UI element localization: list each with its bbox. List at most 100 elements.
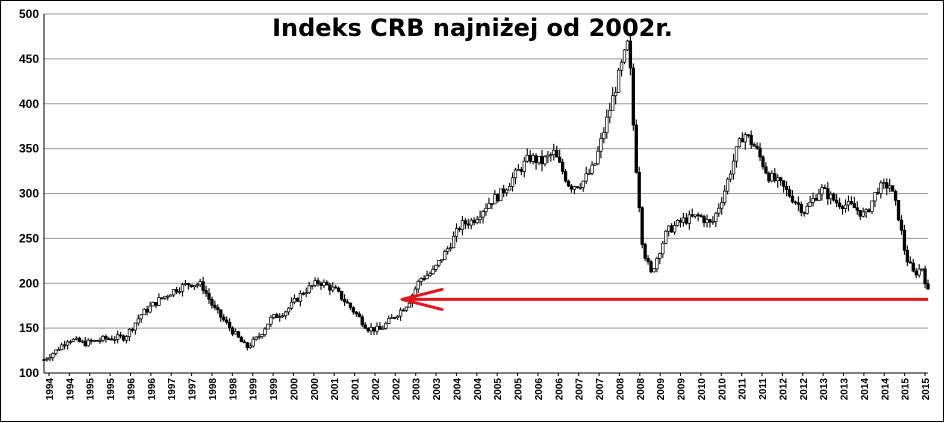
candle-body [490,203,494,205]
candle-body [761,156,765,168]
x-tick-label-22: 2005 [493,378,504,401]
x-tick-label-12: 2000 [289,378,300,401]
candle-body [531,155,535,162]
candle-body [493,194,497,205]
candle-body [920,268,924,271]
candle-body [502,188,506,194]
x-tick-label-17: 2002 [391,378,402,401]
candle-body [587,172,591,175]
candle-body [198,281,202,286]
candle-body [743,134,747,143]
candle-body [89,339,93,342]
x-tick-label-21: 2004 [473,378,484,401]
candle-body [345,301,350,304]
candle-body [183,283,188,285]
candle-body [127,328,132,338]
candle-body [664,230,668,244]
candle-body [434,264,438,270]
candle-body [728,173,733,180]
candle-body [289,301,294,309]
x-tick-label-3: 1995 [106,378,117,401]
x-tick-label-31: 2009 [677,378,688,401]
candle-body [837,202,842,208]
candle-body [619,61,624,71]
candle-body [151,302,155,307]
candle-body [684,217,689,224]
candle-body [649,261,653,273]
candle-body [781,180,786,187]
candle-body [522,160,526,172]
candle-body [104,336,108,340]
candle-body [363,324,367,329]
candle-body [372,327,376,332]
x-tick-label-35: 2011 [758,378,769,400]
candle-body [923,268,927,285]
candle-body [222,316,226,321]
candle-body [776,177,780,182]
candle-body [499,188,503,202]
candle-body [174,289,179,293]
candle-body [858,210,862,217]
candle-body [864,209,868,213]
candle-body [926,283,930,290]
candle-body [295,298,300,302]
x-tick-label-7: 1997 [188,378,199,401]
candle-body [384,323,388,329]
candle-body [475,219,479,224]
candle-body [914,270,918,276]
candle-body [555,150,559,158]
candle-body [437,259,441,266]
candle-body [764,166,768,174]
candle-body [672,225,677,233]
candle-body [808,202,812,207]
candle-body [83,340,87,347]
candle-body [192,285,196,288]
candle-body [820,187,824,195]
candle-body [840,206,845,210]
x-tick-label-29: 2008 [636,378,647,401]
x-tick-label-4: 1996 [126,378,137,401]
candle-body [118,334,123,337]
candle-body [584,173,588,182]
candle-body [832,193,836,201]
candle-body [440,259,444,262]
candle-body [805,206,809,214]
candle-body [478,216,482,220]
candle-body [543,156,547,165]
candle-body [310,285,314,287]
candle-body [616,69,621,93]
candle-body [331,286,335,291]
candle-body [325,281,329,286]
candle-body [855,207,859,211]
candle-body [283,311,288,317]
candle-body [257,336,261,338]
candle-body [95,339,99,342]
candle-body [242,341,247,344]
candle-body [71,338,76,342]
candle-body [278,316,282,318]
candle-body [413,288,417,296]
candle-body [628,40,633,69]
candle-body [448,247,453,250]
candle-body [201,281,205,291]
candle-body [487,203,491,209]
candle-body [802,212,806,214]
candle-body [230,327,235,335]
candle-body [687,214,691,224]
candle-body [755,145,759,149]
chart-title: Indeks CRB najniżej od 2002r. [272,14,673,42]
candle-body [790,195,795,203]
candle-body [398,309,403,317]
candle-body [593,163,597,166]
candle-body [472,219,476,224]
candle-body [893,190,898,201]
candle-body [45,358,49,361]
candle-body [611,95,615,111]
y-tick-label-350: 350 [19,142,39,156]
x-tick-label-33: 2010 [717,378,728,401]
candle-body [419,278,423,282]
candle-body [98,340,102,342]
candle-body [54,349,58,354]
candle-body [882,182,886,184]
candle-body [888,185,892,189]
